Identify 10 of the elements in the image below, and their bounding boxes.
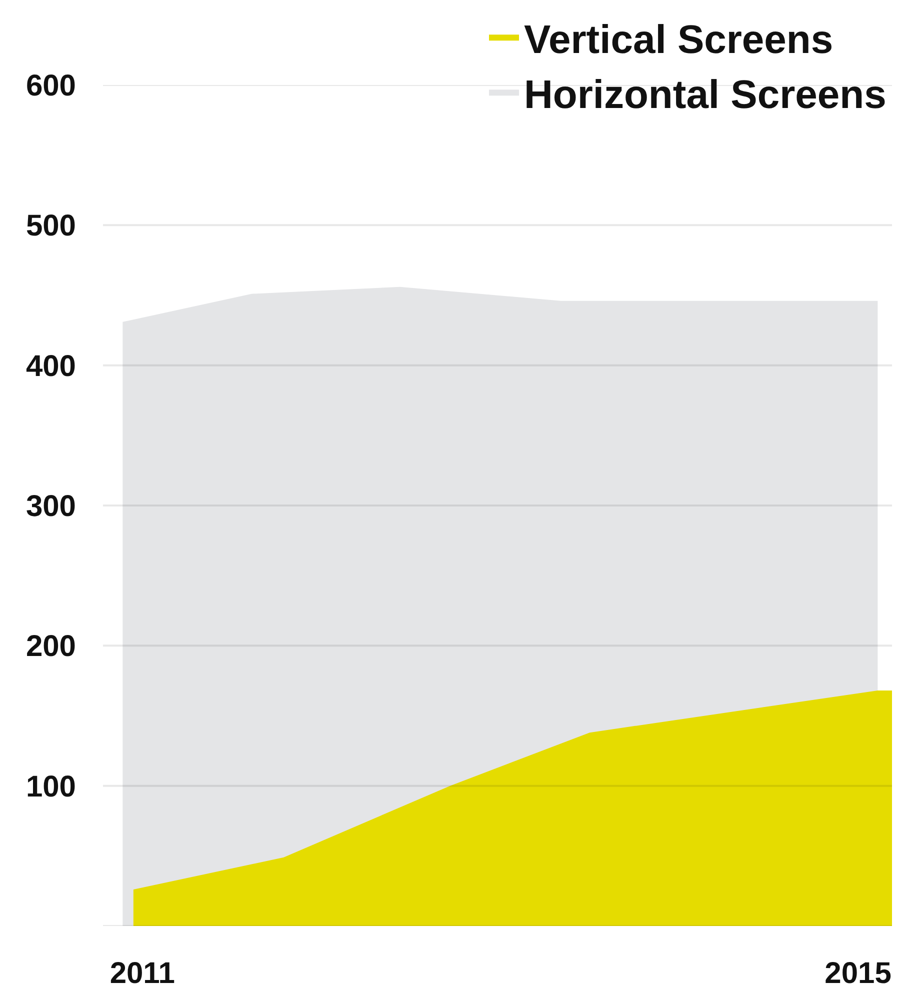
y-tick-label: 200 bbox=[26, 630, 76, 664]
y-tick-label: 500 bbox=[26, 210, 76, 243]
x-tick-label: 2011 bbox=[110, 957, 175, 986]
legend-label: Vertical Screens bbox=[524, 18, 834, 62]
y-tick-label: 300 bbox=[26, 490, 76, 523]
x-tick-label: 2015 bbox=[824, 957, 892, 986]
y-tick-label: 600 bbox=[26, 70, 76, 102]
legend-label: Horizontal Screens bbox=[524, 73, 886, 118]
y-tick-label: 100 bbox=[26, 770, 76, 804]
y-tick-label: 400 bbox=[26, 350, 76, 383]
